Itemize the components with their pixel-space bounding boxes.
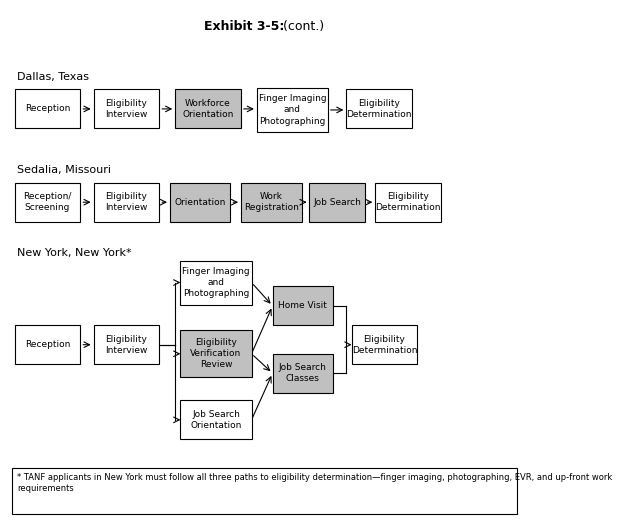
Text: Dallas, Texas: Dallas, Texas (17, 72, 89, 82)
Text: Reception: Reception (25, 104, 70, 114)
FancyBboxPatch shape (352, 325, 417, 364)
FancyBboxPatch shape (257, 88, 328, 132)
FancyBboxPatch shape (94, 90, 159, 128)
Text: * TANF applicants in New York must follow all three paths to eligibility determi: * TANF applicants in New York must follo… (17, 473, 612, 493)
Text: Work
Registration: Work Registration (244, 192, 299, 212)
FancyBboxPatch shape (346, 90, 412, 128)
FancyBboxPatch shape (15, 90, 80, 128)
FancyBboxPatch shape (180, 260, 252, 305)
FancyBboxPatch shape (94, 325, 159, 364)
FancyBboxPatch shape (241, 183, 302, 221)
Text: Eligibility
Verification
Review: Eligibility Verification Review (190, 338, 241, 369)
Text: Job Search
Classes: Job Search Classes (279, 363, 327, 383)
FancyBboxPatch shape (376, 183, 441, 221)
Text: Eligibility
Interview: Eligibility Interview (105, 334, 148, 355)
Text: Job Search: Job Search (313, 197, 361, 207)
Text: Eligibility
Interview: Eligibility Interview (105, 192, 148, 212)
Text: Sedalia, Missouri: Sedalia, Missouri (17, 165, 111, 175)
Text: (cont.): (cont.) (279, 19, 324, 32)
Text: Eligibility
Determination: Eligibility Determination (376, 192, 441, 212)
Text: Job Search
Orientation: Job Search Orientation (190, 410, 241, 430)
Text: Reception/
Screening: Reception/ Screening (23, 192, 72, 212)
Text: Eligibility
Interview: Eligibility Interview (105, 99, 148, 119)
FancyBboxPatch shape (170, 183, 230, 221)
FancyBboxPatch shape (273, 354, 333, 393)
Text: Eligibility
Determination: Eligibility Determination (352, 334, 417, 355)
Text: Orientation: Orientation (175, 197, 226, 207)
Text: Workforce
Orientation: Workforce Orientation (182, 99, 234, 119)
FancyBboxPatch shape (273, 287, 333, 325)
FancyBboxPatch shape (180, 401, 252, 439)
Text: Home Visit: Home Visit (279, 301, 327, 311)
Text: Finger Imaging
and
Photographing: Finger Imaging and Photographing (182, 267, 250, 298)
FancyBboxPatch shape (180, 330, 252, 377)
Text: Eligibility
Determination: Eligibility Determination (347, 99, 412, 119)
FancyBboxPatch shape (12, 468, 517, 514)
FancyBboxPatch shape (94, 183, 159, 221)
FancyBboxPatch shape (15, 325, 80, 364)
FancyBboxPatch shape (309, 183, 365, 221)
Text: New York, New York*: New York, New York* (17, 248, 132, 258)
FancyBboxPatch shape (15, 183, 80, 221)
FancyBboxPatch shape (175, 90, 241, 128)
Text: Exhibit 3-5:: Exhibit 3-5: (204, 19, 284, 32)
Text: Reception: Reception (25, 340, 70, 349)
Text: Finger Imaging
and
Photographing: Finger Imaging and Photographing (259, 94, 326, 126)
